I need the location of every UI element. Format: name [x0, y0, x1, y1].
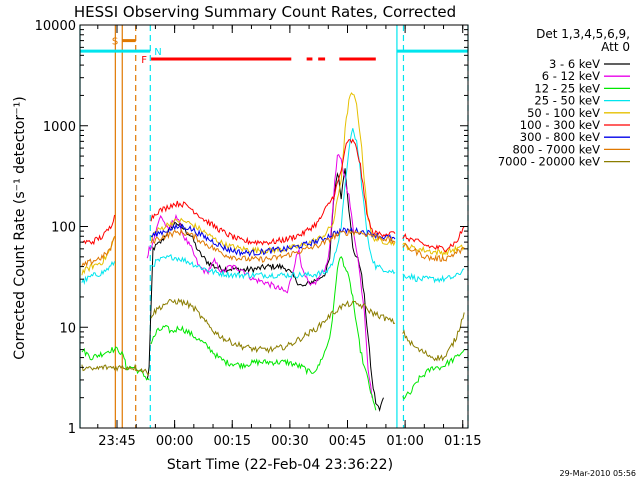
series-2-segment-1 [150, 256, 377, 411]
series-2 [81, 256, 465, 411]
series-7-segment-0 [81, 236, 116, 268]
series-1 [146, 154, 373, 398]
series-3-segment-0 [81, 260, 116, 286]
x-axis-label: Start Time (22-Feb-04 23:36:22) [167, 457, 393, 473]
legend-label-5: 100 - 300 keV [520, 118, 600, 132]
y-tick-label-1: 10 [59, 321, 76, 336]
legend-label-2: 12 - 25 keV [534, 81, 600, 95]
legend-header-line-1: Det 1,3,4,5,6,9, [536, 27, 630, 41]
series-5-segment-0 [81, 214, 116, 246]
series-5-segment-2 [402, 226, 465, 253]
legend-label-1: 6 - 12 keV [542, 69, 600, 83]
series-7 [81, 227, 465, 268]
y-tick-label-4: 10000 [35, 19, 76, 34]
y-axis-label: Corrected Count Rate (s⁻¹ detector⁻¹) [12, 96, 28, 359]
legend-label-7: 800 - 7000 keV [512, 142, 600, 156]
series-5-segment-1 [150, 138, 396, 247]
legend-label-8: 7000 - 20000 keV [498, 155, 600, 169]
series-5 [81, 138, 465, 253]
plot-frame [79, 24, 469, 429]
x-tick-label-3: 00:30 [271, 434, 308, 449]
legend-label-4: 50 - 100 keV [527, 106, 600, 120]
footer-timestamp: 29-Mar-2010 05:56 [560, 469, 637, 478]
x-tick-label-2: 00:15 [214, 434, 251, 449]
series-7-segment-1 [150, 227, 396, 263]
y-tick-label-0: 1 [68, 422, 76, 437]
legend-label-3: 25 - 50 keV [534, 94, 600, 108]
series-3-segment-1 [151, 128, 396, 280]
series-4-segment-0 [81, 236, 116, 276]
y-tick-label-2: 100 [51, 221, 76, 236]
x-tick-label-6: 01:15 [444, 434, 481, 449]
series-2-segment-0 [81, 346, 150, 381]
series-2-segment-2 [402, 349, 465, 400]
x-tick-label-0: 23:45 [98, 434, 135, 449]
series-8 [81, 297, 465, 376]
series-4-segment-2 [402, 242, 465, 258]
x-tick-label-5: 01:00 [386, 434, 423, 449]
series-8-segment-1 [150, 297, 396, 354]
plot-layer: S FN 1 10 100 1000 10000 23:45 00:00 00:15 00:30 00… [35, 19, 630, 449]
series-4-segment-1 [150, 92, 396, 255]
y-tick-label-3: 1000 [43, 120, 76, 135]
x-tick-label-4: 00:45 [329, 434, 366, 449]
x-tick-label-1: 00:00 [156, 434, 193, 449]
chart-title: HESSI Observing Summary Count Rates, Cor… [74, 3, 456, 21]
flag-s-label: S [112, 37, 118, 48]
flag-f-label: F [141, 55, 147, 66]
flag-n-label: N [154, 47, 161, 58]
series-3-segment-2 [402, 268, 465, 284]
legend-label-6: 300 - 800 keV [520, 130, 600, 144]
series-4 [81, 92, 465, 276]
series-3 [81, 128, 465, 286]
legend-header-line-2: Att 0 [601, 40, 630, 54]
legend-label-0: 3 - 6 keV [549, 57, 600, 71]
series-7-segment-2 [402, 242, 465, 262]
series-8-segment-0 [81, 363, 150, 376]
series-1-segment-0 [146, 154, 373, 398]
series-8-segment-2 [402, 312, 465, 362]
